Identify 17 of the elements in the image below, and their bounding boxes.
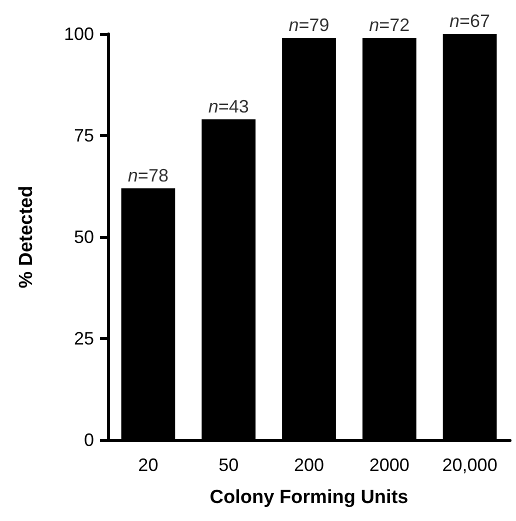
y-tick-label: 25 — [74, 328, 94, 348]
x-tick-label: 200 — [294, 455, 324, 475]
annotation: n=43 — [208, 96, 249, 116]
y-axis-title: % Detected — [16, 186, 37, 288]
annotation: n=78 — [128, 165, 168, 186]
annotation: n=79 — [288, 15, 330, 36]
y-tick-label: 0 — [84, 430, 94, 450]
annotation: n=72 — [369, 15, 410, 36]
y-tick-label: 75 — [74, 126, 94, 146]
x-tick-label: 20,000 — [442, 455, 498, 475]
x-axis-title: Colony Forming Units — [210, 487, 408, 508]
x-tick-label: 20 — [138, 455, 158, 475]
y-tick-label: 100 — [64, 24, 94, 44]
y-tick-label: 50 — [74, 227, 94, 247]
annotation: n=67 — [450, 11, 490, 31]
x-tick-label: 50 — [218, 455, 239, 475]
x-tick-label: 2000 — [369, 455, 410, 475]
